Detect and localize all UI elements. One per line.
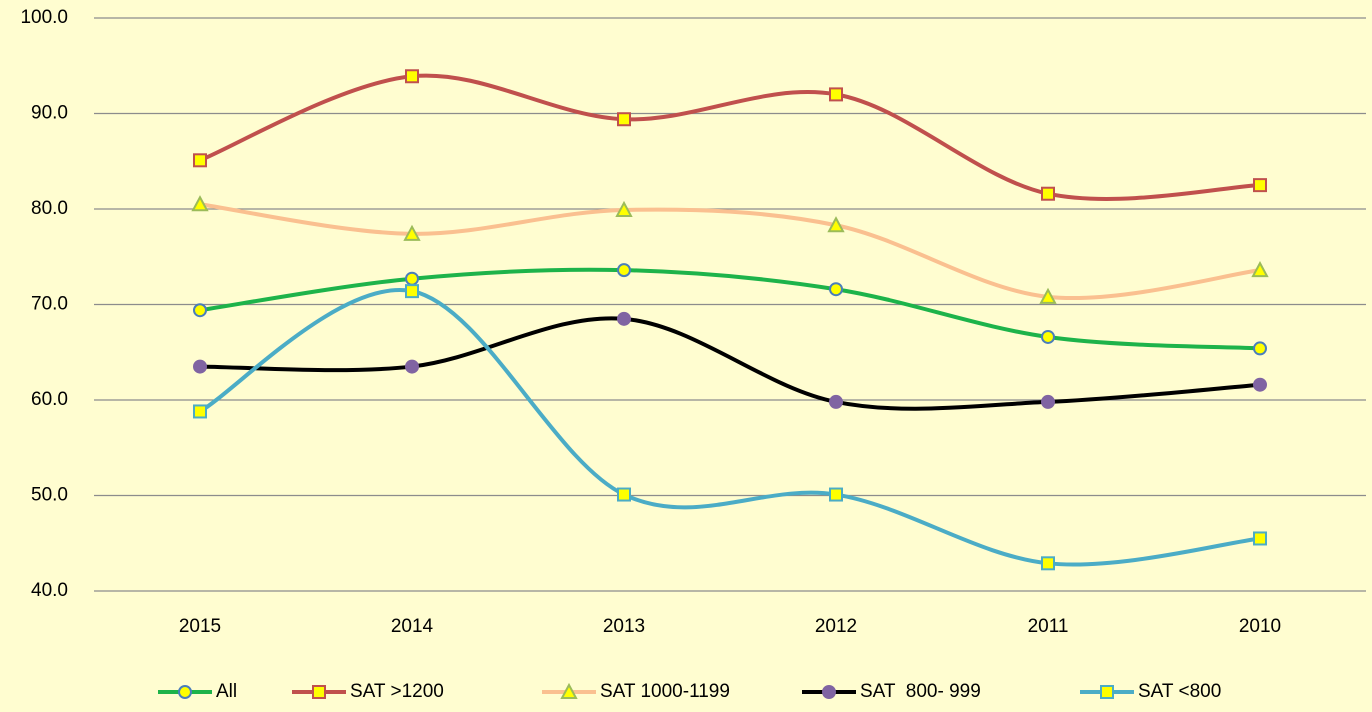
data-point xyxy=(193,303,207,318)
data-point xyxy=(405,359,419,374)
x-tick-label: 2014 xyxy=(391,616,434,637)
legend-label: SAT <800 xyxy=(1138,681,1221,702)
legend-label: All xyxy=(216,681,237,702)
data-point xyxy=(617,487,631,502)
legend-marker xyxy=(822,685,836,699)
x-tick-label: 2010 xyxy=(1239,616,1281,637)
legend-label: SAT 1000-1199 xyxy=(600,681,730,702)
legend-marker xyxy=(1100,685,1114,699)
data-point xyxy=(1253,377,1267,392)
series-line xyxy=(199,316,1261,411)
data-point xyxy=(829,87,843,102)
data-point xyxy=(1041,186,1055,201)
data-point xyxy=(617,263,631,278)
y-tick-label: 70.0 xyxy=(31,294,68,315)
data-point xyxy=(191,195,209,212)
data-point xyxy=(193,359,207,374)
legend-label: SAT >1200 xyxy=(350,681,444,702)
x-tick-label: 2011 xyxy=(1028,616,1069,637)
legend-label: SAT 800- 999 xyxy=(860,681,981,702)
y-tick-label: 90.0 xyxy=(31,103,68,124)
series-line xyxy=(199,287,1261,567)
y-tick-label: 50.0 xyxy=(31,485,68,506)
data-point xyxy=(1041,556,1055,571)
data-point xyxy=(829,487,843,502)
legend-marker xyxy=(312,685,326,699)
data-point xyxy=(1251,261,1269,278)
y-tick-label: 100.0 xyxy=(20,7,68,28)
data-point xyxy=(1039,287,1057,304)
data-point xyxy=(1253,531,1267,546)
legend-marker xyxy=(178,685,192,699)
x-tick-label: 2012 xyxy=(815,616,857,637)
data-point xyxy=(405,271,419,286)
data-point xyxy=(405,284,419,299)
data-point xyxy=(617,112,631,127)
data-point xyxy=(615,200,633,217)
data-point xyxy=(405,69,419,84)
data-point xyxy=(193,153,207,168)
y-tick-label: 40.0 xyxy=(31,580,68,601)
data-point xyxy=(829,282,843,297)
y-tick-label: 80.0 xyxy=(31,198,68,219)
data-point xyxy=(1253,341,1267,356)
data-point xyxy=(1041,329,1055,344)
y-tick-label: 60.0 xyxy=(31,389,68,410)
data-point xyxy=(1041,394,1055,409)
series-line xyxy=(199,267,1261,351)
legend-marker xyxy=(560,682,578,699)
data-point xyxy=(617,311,631,326)
data-point xyxy=(829,394,843,409)
data-point xyxy=(827,216,845,233)
series-line xyxy=(199,73,1261,201)
data-point xyxy=(193,404,207,419)
data-point xyxy=(403,224,421,241)
data-point xyxy=(1253,178,1267,193)
x-tick-label: 2015 xyxy=(179,616,221,637)
series-line xyxy=(199,202,1261,301)
x-tick-label: 2013 xyxy=(603,616,645,637)
